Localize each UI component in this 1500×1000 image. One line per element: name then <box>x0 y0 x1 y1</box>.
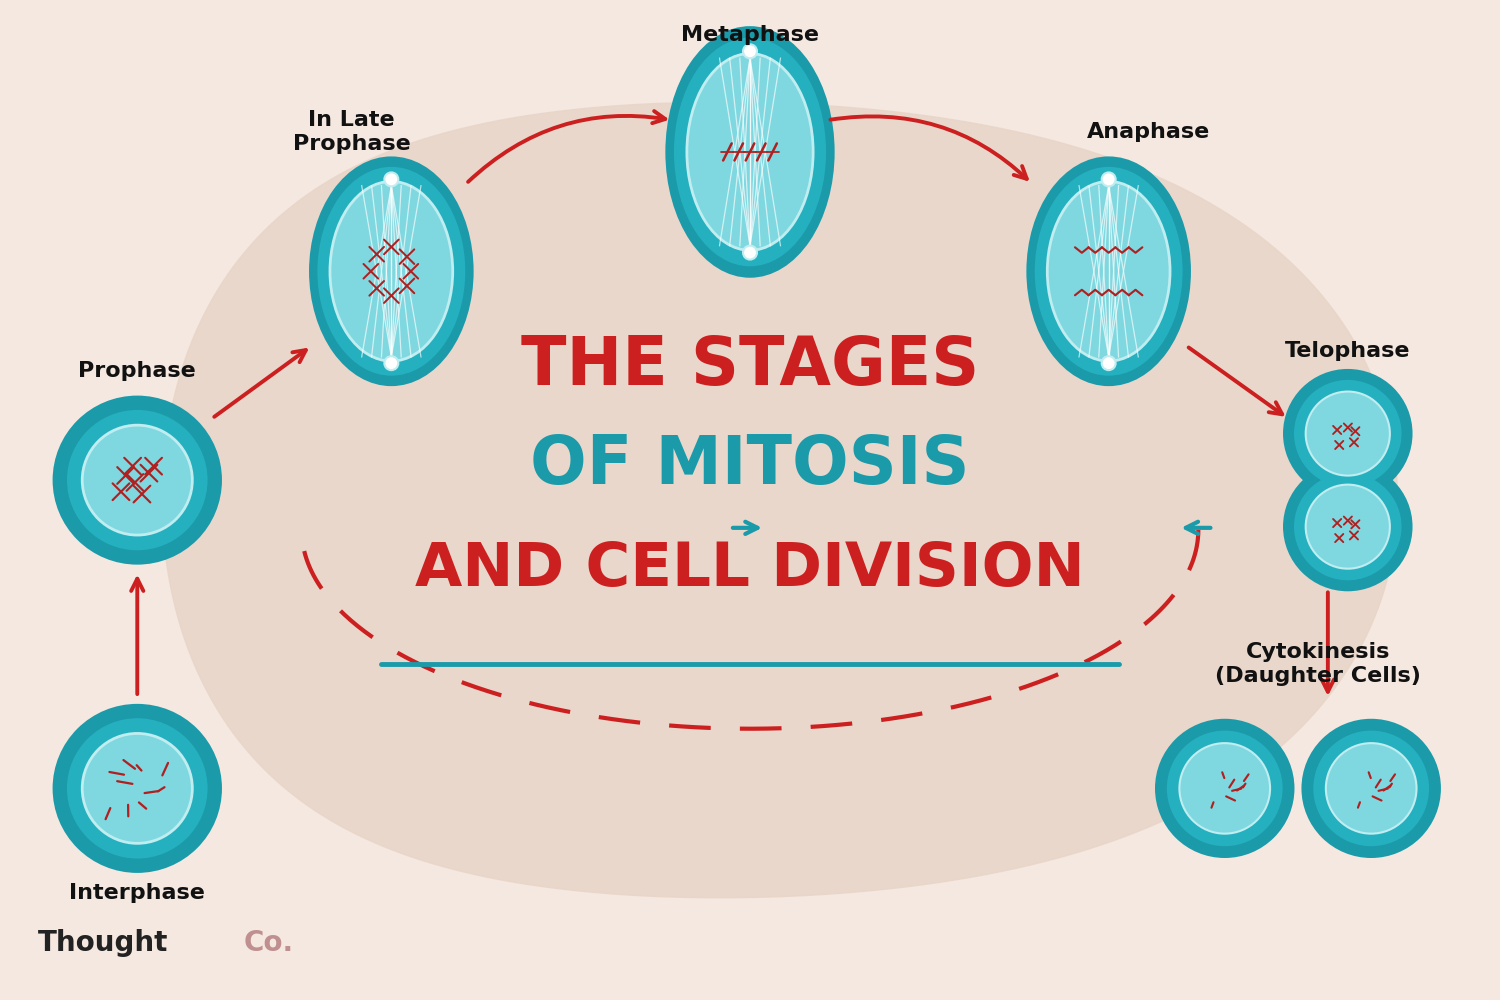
Circle shape <box>82 733 192 843</box>
Circle shape <box>1101 172 1116 186</box>
Ellipse shape <box>666 26 834 278</box>
Text: Cytokinesis
(Daughter Cells): Cytokinesis (Daughter Cells) <box>1215 642 1420 686</box>
Text: Metaphase: Metaphase <box>681 25 819 45</box>
Ellipse shape <box>1035 167 1182 376</box>
Circle shape <box>1302 719 1442 858</box>
Circle shape <box>1167 731 1282 846</box>
Circle shape <box>1282 462 1413 591</box>
Circle shape <box>1294 380 1401 487</box>
Text: Telophase: Telophase <box>1286 341 1410 361</box>
Ellipse shape <box>309 156 474 386</box>
Circle shape <box>1314 731 1430 846</box>
Circle shape <box>384 172 399 186</box>
Text: Interphase: Interphase <box>69 883 206 903</box>
Circle shape <box>53 704 222 873</box>
Circle shape <box>68 718 207 859</box>
Text: Co.: Co. <box>244 929 294 957</box>
Circle shape <box>1294 473 1401 580</box>
Circle shape <box>742 246 758 260</box>
Circle shape <box>742 44 758 58</box>
Circle shape <box>1305 485 1390 569</box>
Ellipse shape <box>674 38 826 266</box>
Circle shape <box>384 356 399 370</box>
Text: Thought: Thought <box>38 929 168 957</box>
Circle shape <box>1155 719 1294 858</box>
Ellipse shape <box>1026 156 1191 386</box>
Text: Prophase: Prophase <box>78 361 197 381</box>
Circle shape <box>1326 743 1416 834</box>
Text: AND CELL DIVISION: AND CELL DIVISION <box>416 540 1084 599</box>
Ellipse shape <box>687 54 813 250</box>
Circle shape <box>1101 356 1116 370</box>
Text: Anaphase: Anaphase <box>1088 122 1210 142</box>
Text: OF MITOSIS: OF MITOSIS <box>531 432 969 498</box>
Circle shape <box>53 396 222 565</box>
Circle shape <box>1305 392 1390 476</box>
Text: In Late
Prophase: In Late Prophase <box>292 110 411 154</box>
Circle shape <box>82 425 192 535</box>
Ellipse shape <box>318 167 465 376</box>
Polygon shape <box>162 102 1398 898</box>
Circle shape <box>1282 369 1413 498</box>
Circle shape <box>1179 743 1270 834</box>
Ellipse shape <box>330 181 453 361</box>
Ellipse shape <box>1047 181 1170 361</box>
Circle shape <box>68 410 207 550</box>
Text: THE STAGES: THE STAGES <box>520 333 980 399</box>
